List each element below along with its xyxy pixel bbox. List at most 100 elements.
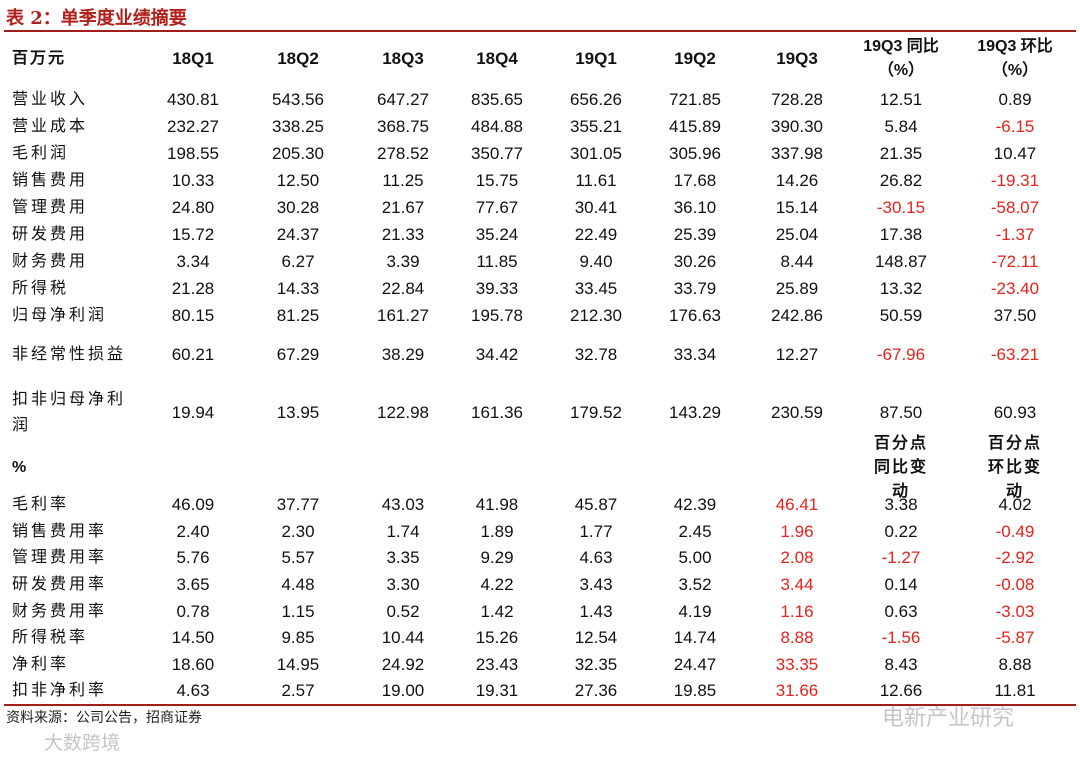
value-cell: 9.29 [480, 548, 514, 568]
value-cell: 4.63 [176, 681, 210, 701]
header-cell: 百分点环比变动 [987, 435, 1042, 500]
value-cell: -5.87 [995, 628, 1035, 648]
header-cell: 19Q2 [674, 49, 716, 68]
value-cell: 338.25 [272, 116, 324, 136]
value-cell: 305.96 [669, 143, 721, 163]
header-cell: 18Q1 [172, 49, 214, 68]
value-cell: 3.44 [780, 575, 814, 595]
value-cell: 835.65 [471, 89, 523, 109]
value-cell: 301.05 [570, 143, 622, 163]
value-cell: 32.78 [574, 345, 618, 364]
watermark: 电新产业研究 [882, 705, 1015, 730]
value-cell: 13.95 [276, 403, 320, 422]
value-cell: 3.30 [386, 575, 420, 595]
value-cell: 11.61 [575, 170, 617, 190]
value-cell: 32.35 [574, 654, 618, 674]
value-cell: 242.86 [771, 305, 823, 325]
header-cell: 19Q3 环比（%） [977, 38, 1053, 79]
value-cell: 176.63 [669, 305, 721, 325]
value-cell: 87.50 [879, 403, 923, 422]
value-cell: 1.74 [386, 521, 420, 541]
value-cell: 148.87 [875, 251, 927, 271]
value-cell: 37.50 [993, 305, 1037, 325]
value-cell: 21.28 [171, 278, 215, 298]
value-cell: 24.92 [381, 654, 425, 674]
value-cell: 33.34 [673, 345, 717, 364]
value-cell: 430.81 [167, 89, 219, 109]
value-cell: 3.34 [176, 251, 210, 271]
watermark: 大数跨境 [44, 733, 121, 754]
value-cell: 195.78 [471, 305, 523, 325]
value-cell: 179.52 [570, 403, 622, 422]
value-cell: 24.80 [171, 197, 215, 217]
value-cell: -1.27 [881, 548, 921, 568]
value-cell: -63.21 [990, 345, 1040, 364]
value-cell: 8.88 [780, 628, 814, 648]
value-cell: 43.03 [381, 495, 425, 515]
value-cell: 12.51 [879, 89, 923, 109]
value-cell: 5.76 [176, 548, 210, 568]
value-cell: 647.27 [377, 89, 429, 109]
value-cell: 8.44 [780, 251, 814, 271]
value-cell: 25.39 [673, 224, 717, 244]
value-cell: 5.00 [678, 548, 712, 568]
value-cell: 6.27 [281, 251, 315, 271]
header-cell: 19Q3 [776, 49, 818, 68]
value-cell: 656.26 [570, 89, 622, 109]
value-cell: 12.66 [879, 681, 923, 701]
value-cell: 30.26 [673, 251, 717, 271]
row-label: 毛利率 [12, 496, 70, 514]
value-cell: 36.10 [673, 197, 717, 217]
row-label: 非经常性损益 [12, 346, 127, 363]
value-cell: -0.49 [995, 521, 1035, 541]
value-cell: 390.30 [771, 116, 823, 136]
row-label: 财务费用 [12, 252, 89, 270]
row-label: 扣非归母净利润 [12, 391, 127, 434]
value-cell: 0.52 [386, 601, 420, 621]
row-label: 毛利润 [12, 144, 70, 162]
value-cell: 198.55 [167, 143, 219, 163]
value-cell: 24.37 [276, 224, 320, 244]
value-cell: 13.32 [879, 278, 923, 298]
value-cell: 45.87 [574, 495, 618, 515]
value-cell: 25.04 [775, 224, 819, 244]
value-cell: -3.03 [995, 601, 1035, 621]
value-cell: 23.43 [475, 654, 519, 674]
value-cell: 15.14 [775, 197, 819, 217]
value-cell: 26.82 [879, 170, 923, 190]
value-cell: 8.88 [998, 654, 1032, 674]
value-cell: 3.52 [678, 575, 712, 595]
header-cell: 18Q2 [277, 49, 319, 68]
value-cell: 4.48 [281, 575, 315, 595]
header-cell: 19Q3 同比（%） [863, 38, 939, 79]
value-cell: 161.36 [471, 403, 523, 422]
row-label: 净利率 [12, 655, 70, 673]
value-cell: 1.89 [480, 521, 514, 541]
value-cell: 25.89 [775, 278, 819, 298]
value-cell: 19.31 [475, 681, 519, 701]
value-cell: -30.15 [876, 197, 926, 217]
value-cell: 1.43 [579, 601, 613, 621]
value-cell: 8.43 [884, 654, 918, 674]
row-label: 管理费用率 [12, 549, 108, 567]
row-label: 所得税率 [12, 629, 89, 647]
row-label: 营业收入 [12, 90, 89, 108]
value-cell: 17.38 [879, 224, 923, 244]
value-cell: 21.67 [381, 197, 425, 217]
row-label: 财务费用率 [12, 602, 108, 620]
value-cell: 368.75 [377, 116, 429, 136]
value-cell: 39.33 [475, 278, 519, 298]
value-cell: 4.22 [480, 575, 514, 595]
value-cell: 15.72 [171, 224, 215, 244]
header-cell: 19Q1 [575, 49, 617, 68]
value-cell: 81.25 [276, 305, 320, 325]
value-cell: 337.98 [771, 143, 823, 163]
value-cell: 19.94 [171, 403, 215, 422]
value-cell: 4.02 [998, 495, 1032, 515]
value-cell: 60.93 [993, 403, 1037, 422]
value-cell: 41.98 [475, 495, 519, 515]
value-cell: 230.59 [771, 403, 823, 422]
value-cell: 0.78 [176, 601, 210, 621]
value-cell: -1.56 [881, 628, 921, 648]
